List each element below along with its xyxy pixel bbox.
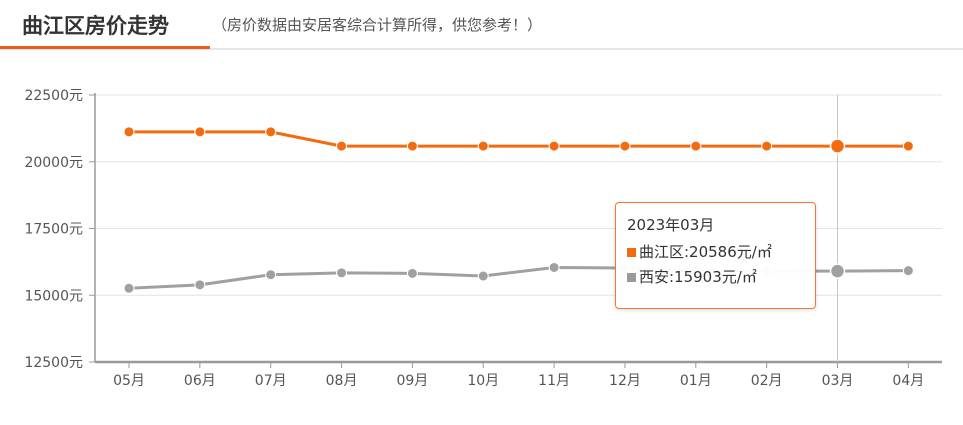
x-tick-label: 09月 xyxy=(396,373,428,389)
series-qujiang-point xyxy=(406,140,418,152)
legend-swatch-qujiang xyxy=(627,248,636,257)
x-tick-label: 02月 xyxy=(751,373,783,389)
series-xian-point xyxy=(477,270,489,282)
series-qujiang-point xyxy=(761,140,773,152)
y-tick-label: 22500元 xyxy=(24,88,83,104)
tooltip-row-xian: 西安:15903元/㎡ xyxy=(627,265,815,290)
x-tick-label: 04月 xyxy=(892,373,924,389)
y-tick-label: 17500元 xyxy=(24,222,83,238)
page-title: 曲江区房价走势 xyxy=(22,14,169,38)
y-tick-label: 12500元 xyxy=(24,355,83,371)
series-xian-point xyxy=(265,269,277,281)
x-tick-label: 07月 xyxy=(255,373,287,389)
series-xian-point xyxy=(902,265,914,277)
title-underline xyxy=(0,46,210,49)
series-xian-point xyxy=(406,267,418,279)
series-xian-point xyxy=(123,282,135,294)
series-qujiang-point xyxy=(477,140,489,152)
tooltip-title: 2023年03月 xyxy=(627,216,715,234)
data-source-note: （房价数据由安居客综合计算所得，供您参考！） xyxy=(212,16,543,34)
series-qujiang-point xyxy=(336,140,348,152)
x-tick-label: 12月 xyxy=(609,373,641,389)
series-xian-point xyxy=(829,263,846,279)
series-qujiang-point xyxy=(123,126,135,138)
tooltip-value-xian: 西安:15903元/㎡ xyxy=(639,268,757,286)
y-tick-label: 20000元 xyxy=(24,155,83,171)
legend-swatch-xian xyxy=(627,273,636,282)
x-tick-label: 10月 xyxy=(467,373,499,389)
series-xian-point xyxy=(194,279,206,291)
y-tick-label: 15000元 xyxy=(24,288,83,304)
tooltip-value-qujiang: 曲江区:20586元/㎡ xyxy=(639,243,772,261)
series-qujiang-point xyxy=(829,138,846,154)
series-xian-point xyxy=(548,261,560,273)
series-qujiang-point xyxy=(690,140,702,152)
x-tick-label: 11月 xyxy=(538,373,570,389)
series-xian-point xyxy=(336,267,348,279)
tooltip-row-qujiang: 曲江区:20586元/㎡ xyxy=(627,240,815,265)
x-tick-label: 06月 xyxy=(184,373,216,389)
series-qujiang-point xyxy=(548,140,560,152)
series-qujiang-line xyxy=(129,130,909,148)
x-tick-label: 03月 xyxy=(822,373,854,389)
series-qujiang-point xyxy=(619,140,631,152)
x-tick-label: 01月 xyxy=(680,373,712,389)
hover-tooltip: 2023年03月 曲江区:20586元/㎡ 西安:15903元/㎡ xyxy=(615,202,816,309)
chart-header: 曲江区房价走势 （房价数据由安居客综合计算所得，供您参考！） xyxy=(0,0,963,50)
x-tick-label: 08月 xyxy=(326,373,358,389)
series-qujiang-point xyxy=(902,140,914,152)
x-tick-label: 05月 xyxy=(113,373,145,389)
series-qujiang-point xyxy=(194,126,206,138)
series-qujiang-point xyxy=(265,126,277,138)
